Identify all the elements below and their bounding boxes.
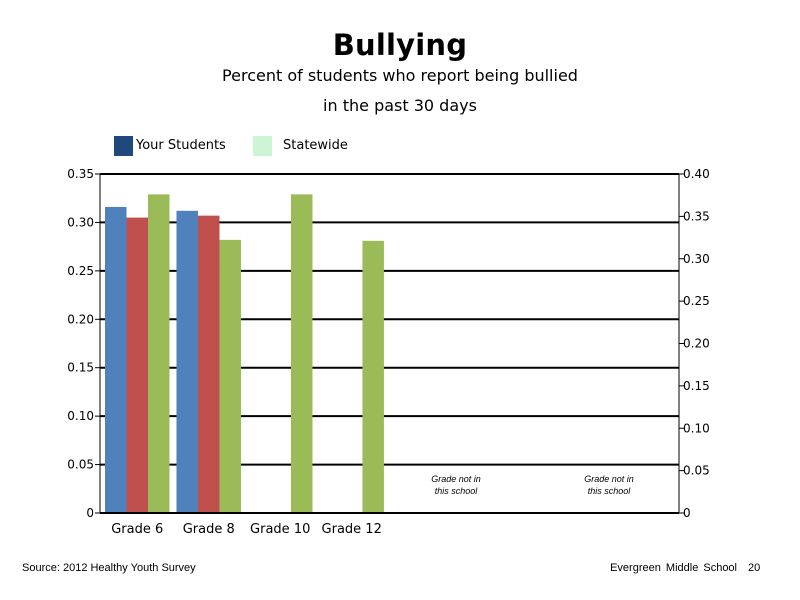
bar — [126, 217, 148, 514]
page-number: 20 — [748, 562, 761, 574]
y-tick-label-right: 0.10 — [683, 421, 710, 435]
y-tick-label-left: 0.10 — [67, 409, 94, 423]
y-tick-label-left: 0.35 — [67, 167, 94, 181]
y-tick-label-left: 0.05 — [67, 458, 94, 472]
chart-title: Bullying — [332, 28, 468, 62]
y-tick-label-left: 0.30 — [67, 215, 94, 229]
school-name: Evergreen Middle School — [610, 562, 737, 574]
bar — [197, 215, 220, 514]
annotation-line-1: Grade not in — [584, 474, 634, 484]
bar — [148, 194, 170, 513]
bar — [219, 239, 241, 513]
bar — [105, 206, 127, 513]
bar — [362, 240, 384, 513]
y-tick-label-right: 0.40 — [683, 167, 710, 181]
x-tick-label: Grade 12 — [322, 522, 382, 537]
annotation-line-2: this school — [588, 486, 632, 496]
chart-subtitle-line-1: Percent of students who report being bul… — [222, 66, 578, 85]
y-tick-label-right: 0.20 — [683, 337, 710, 351]
y-tick-label-right: 0 — [683, 506, 691, 520]
legend-swatch-statewide — [253, 136, 272, 156]
y-tick-label-right: 0.35 — [683, 209, 710, 223]
bar — [176, 210, 198, 513]
x-tick-label: Grade 8 — [183, 522, 235, 537]
x-tick-label: Grade 10 — [250, 522, 310, 537]
y-tick-label-left: 0.20 — [67, 312, 94, 326]
annotation-line-2: this school — [435, 486, 479, 496]
x-tick-label: Grade 6 — [111, 522, 163, 537]
bar — [290, 194, 313, 513]
annotation-line-1: Grade not in — [431, 474, 481, 484]
y-tick-label-right: 0.30 — [683, 252, 710, 266]
y-tick-label-right: 0.15 — [683, 379, 710, 393]
legend-label-your-students: Your Students — [136, 138, 226, 153]
y-tick-label-left: 0.15 — [67, 361, 94, 375]
source-note: Source: 2012 Healthy Youth Survey — [22, 562, 196, 574]
legend-label-statewide: Statewide — [283, 138, 348, 153]
legend-swatch-your-students — [114, 136, 133, 156]
y-tick-label-left: 0.25 — [67, 264, 94, 278]
chart-subtitle-line-2: in the past 30 days — [323, 96, 477, 115]
y-tick-label-right: 0.05 — [683, 464, 710, 478]
y-tick-label-left: 0 — [86, 506, 94, 520]
y-tick-label-right: 0.25 — [683, 294, 710, 308]
